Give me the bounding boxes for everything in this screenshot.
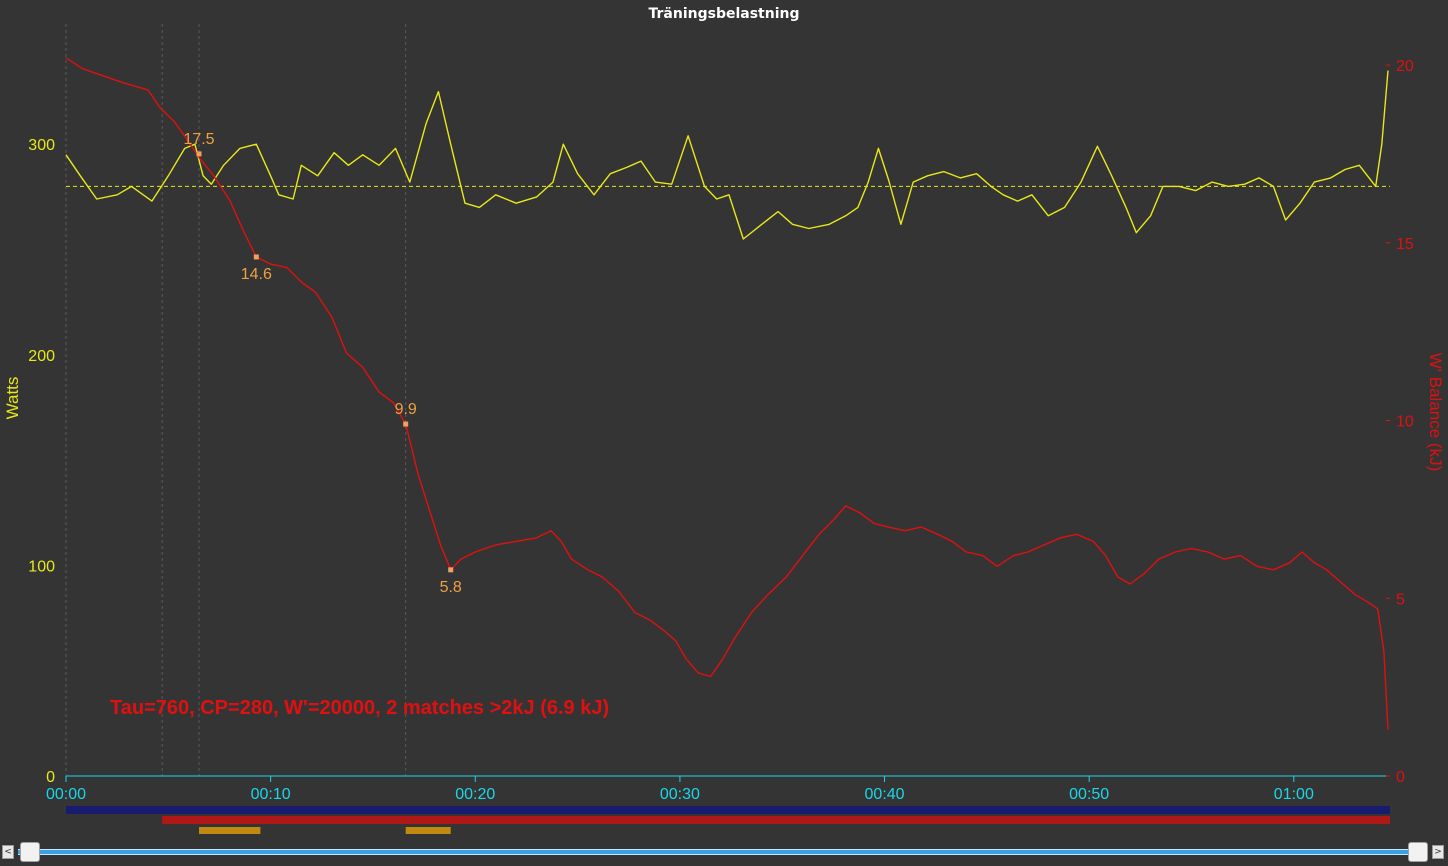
x-tick-label-2: 00:20	[455, 786, 495, 803]
left-tick-label-2: 200	[28, 348, 55, 365]
match-marker-label-0: 17.5	[183, 131, 214, 148]
x-tick-label-5: 00:50	[1069, 786, 1109, 803]
band-below-wbal	[162, 816, 1390, 824]
match-marker-0	[196, 151, 202, 157]
x-tick-label-6: 01:00	[1274, 786, 1314, 803]
chart-canvas: Träningsbelastning 17.514.69.95.8 00:00 0…	[3, 6, 1445, 834]
scroll-track[interactable]	[18, 849, 1428, 855]
scroll-handle-start[interactable]	[20, 842, 40, 862]
match-marker-label-3: 5.8	[440, 579, 462, 596]
wbal-series-line	[65, 57, 1389, 730]
match-marker-label-2: 9.9	[395, 401, 417, 418]
x-tick-label-0: 00:00	[46, 786, 86, 803]
scroll-left-button[interactable]: <	[2, 845, 14, 859]
x-tick-label-3: 00:30	[660, 786, 700, 803]
x-tick-label-1: 00:10	[251, 786, 291, 803]
left-tick-label-0: 0	[46, 769, 55, 786]
match-marker-2	[403, 421, 409, 427]
left-tick-label-1: 100	[28, 558, 55, 575]
left-axis-label: Watts	[3, 377, 22, 420]
time-scrollbar[interactable]: < >	[2, 842, 1444, 862]
right-tick-label-4: 20	[1396, 58, 1414, 75]
series-lines	[65, 57, 1389, 730]
x-tick-label-4: 00:40	[865, 786, 905, 803]
scroll-handle-end[interactable]	[1408, 842, 1428, 862]
timeline-bands	[66, 806, 1390, 834]
match-marker-1	[253, 254, 259, 260]
right-axis-label: W' Balance (kJ)	[1426, 353, 1445, 472]
chart-title: Träningsbelastning	[649, 6, 800, 22]
right-tick-label-2: 10	[1396, 414, 1414, 431]
match-marker-label-1: 14.6	[241, 266, 272, 283]
band-match-2	[405, 827, 451, 834]
right-tick-label-0: 0	[1396, 769, 1405, 786]
left-tick-label-3: 300	[28, 137, 55, 154]
match-marker-3	[448, 567, 454, 573]
model-annotation: Tau=760, CP=280, W'=20000, 2 matches >2k…	[110, 697, 609, 719]
right-tick-label-3: 15	[1396, 236, 1414, 253]
watts-series-line	[65, 70, 1389, 240]
vertical-markers	[65, 24, 407, 776]
right-tick-label-1: 5	[1396, 591, 1405, 608]
axes: 00:00 00:10 00:20 00:30 00:40 00:50 01:0001002…	[28, 58, 1414, 803]
match-markers: 17.5 14.6 9.9 5.8	[183, 131, 461, 596]
band-ride	[66, 806, 1390, 814]
band-match-1	[199, 827, 261, 834]
scroll-right-button[interactable]: >	[1432, 845, 1444, 859]
